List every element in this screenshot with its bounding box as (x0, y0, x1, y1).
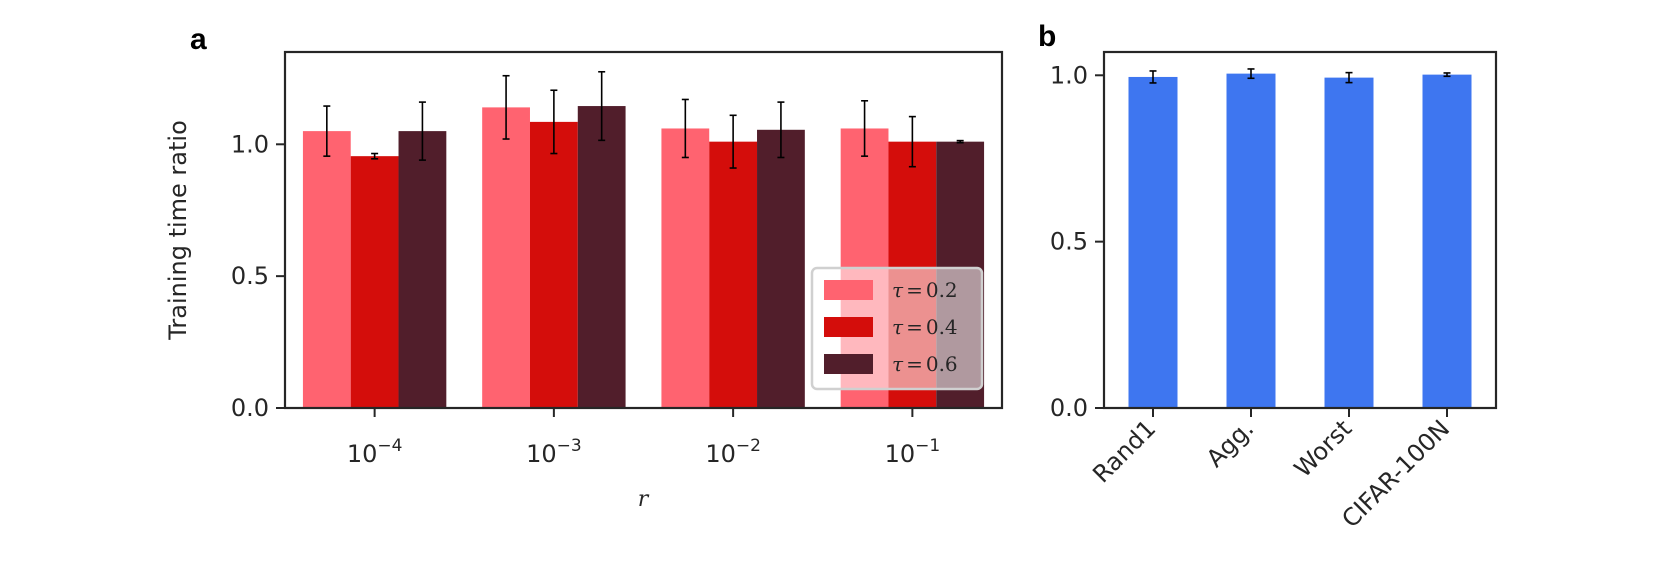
bar-a-s1-c1 (529, 121, 578, 409)
x-tick-label-b-2: Worst (1289, 414, 1357, 482)
legend-label-0: τ = 0.2 (892, 278, 958, 302)
panel-a-label: a (190, 23, 207, 56)
bar-a-s1-c2 (709, 141, 758, 409)
bar-b-1 (1226, 73, 1276, 409)
chart-b-bars (1128, 73, 1472, 409)
y-tick-label-a-2: 1.0 (231, 130, 269, 158)
bar-a-s0-c2 (661, 128, 710, 409)
x-tick-label-a-3: 10−1 (885, 436, 941, 468)
bar-a-s0-c1 (482, 107, 530, 408)
y-tick-label-b-0: 0.0 (1050, 394, 1088, 422)
y-tick-label-b-2: 1.0 (1050, 61, 1088, 89)
panel-b-label: b (1038, 20, 1056, 53)
legend-label-1: τ = 0.4 (892, 315, 958, 339)
chart-a-y-axis: 0.0 0.5 1.0 (231, 130, 285, 422)
x-tick-label-a-0: 10−4 (347, 436, 403, 468)
legend-label-2: τ = 0.6 (892, 352, 958, 376)
chart-b-frame (1102, 50, 1498, 410)
bar-b-2 (1324, 77, 1374, 409)
chart-a: 0.00.51.0 10−4 10−3 10−2 10−1 τ = 0.2τ = 0.4τ = 0… (164, 50, 1004, 512)
chart-a-error-bars (323, 70, 964, 169)
x-tick-label-a-1: 10−3 (526, 436, 582, 468)
legend-swatch-0 (824, 280, 873, 300)
chart-a-legend: τ = 0.2 τ = 0.4 τ = 0.6 (810, 266, 984, 391)
legend-swatch-1 (824, 317, 873, 337)
x-tick-label-a-2: 10−2 (705, 436, 761, 468)
chart-b-y-axis: 0.0 0.5 1.0 (1050, 61, 1104, 422)
x-tick-label-b-0: Rand1 (1087, 414, 1161, 488)
y-tick-label-a-0: 0.0 (231, 394, 269, 422)
chart-a-x-axis: 10−4 10−3 10−2 10−1 (347, 408, 940, 468)
bar-a-s1-c0 (350, 156, 399, 408)
chart-a-ylabel: Training time ratio (164, 120, 192, 341)
bar-a-s0-c0 (302, 131, 351, 408)
y-tick-label-b-1: 0.5 (1050, 228, 1088, 256)
x-tick-label-b-1: Agg. (1201, 414, 1259, 472)
bar-a-s2-c1 (577, 106, 626, 408)
chart-a-frame (283, 50, 1004, 410)
legend-swatch-2 (824, 354, 873, 374)
chart-a-xlabel: r (638, 487, 650, 512)
chart-b-error-bars (1149, 68, 1451, 84)
bar-b-3 (1422, 74, 1472, 408)
y-tick-label-a-1: 0.5 (231, 262, 269, 290)
bar-a-s2-c2 (757, 129, 805, 408)
bar-b-0 (1128, 76, 1178, 408)
bar-a-s2-c0 (398, 131, 447, 408)
